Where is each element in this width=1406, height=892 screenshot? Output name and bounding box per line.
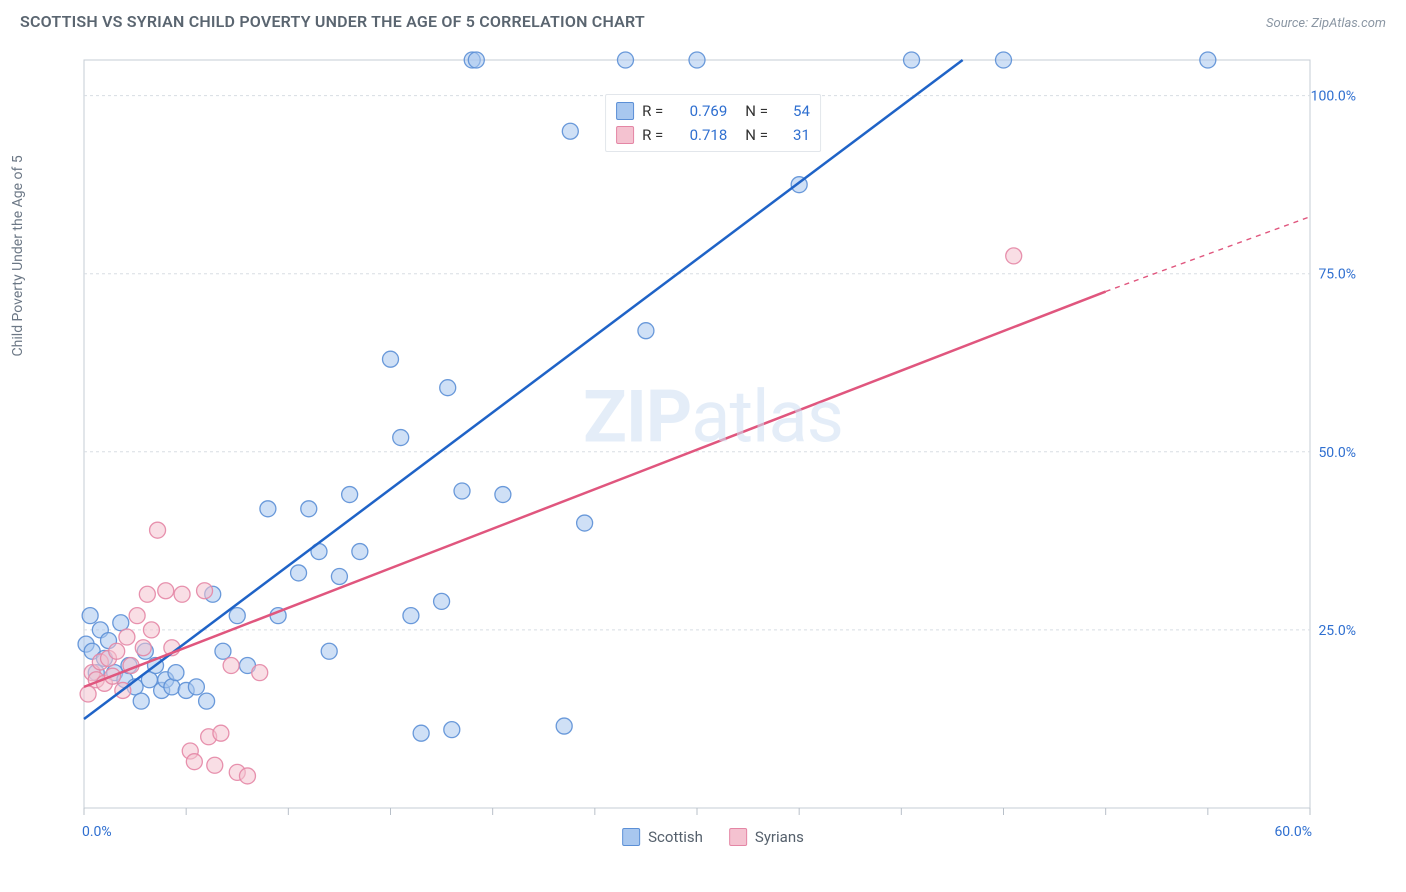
data-point [252,665,268,681]
data-point [689,52,705,68]
chart-header: SCOTTISH VS SYRIAN CHILD POVERTY UNDER T… [0,0,1406,37]
data-point [1006,248,1022,264]
legend-series: Scottish Syrians [622,828,804,846]
legend-swatch [622,828,640,846]
y-tick-label: 25.0% [1318,623,1356,639]
legend-r-value: 0.769 [671,99,727,123]
data-point [80,686,96,702]
data-point [495,487,511,503]
legend-swatch [616,126,634,144]
legend-series-item: Syrians [729,828,804,846]
data-point [403,608,419,624]
legend-series-label: Syrians [755,828,804,846]
data-point [1200,52,1216,68]
chart-title: SCOTTISH VS SYRIAN CHILD POVERTY UNDER T… [20,12,645,31]
scatter-plot-svg: 25.0% 50.0% 75.0% 100.0% 0.0% 60.0% [40,46,1386,852]
regression-line [84,292,1106,687]
data-point [291,565,307,581]
y-tick-label: 100.0% [1311,89,1356,105]
data-point [454,483,470,499]
data-point [239,768,255,784]
legend-swatch [616,102,634,120]
legend-row: R = 0.769 N = 54 [616,99,810,123]
y-tick-label: 75.0% [1318,267,1356,283]
y-axis-title: Child Poverty Under the Age of 5 [10,155,26,356]
data-point [331,568,347,584]
data-point [393,430,409,446]
chart-area: Child Poverty Under the Age of 5 25.0%50… [40,46,1386,852]
legend-swatch [729,828,747,846]
data-point [383,351,399,367]
data-point [119,629,135,645]
data-point [904,52,920,68]
data-point [342,487,358,503]
regression-line [84,60,963,719]
data-point [229,608,245,624]
data-point [260,501,276,517]
data-point [556,718,572,734]
data-point [135,640,151,656]
data-point [562,123,578,139]
data-point [301,501,317,517]
legend-series-label: Scottish [648,828,703,846]
data-point [996,52,1012,68]
legend-r-label: R = [642,123,663,147]
data-point [139,586,155,602]
data-point [321,643,337,659]
chart-source: Source: ZipAtlas.com [1266,16,1386,31]
data-point [213,725,229,741]
data-point [109,643,125,659]
data-point [617,52,633,68]
data-point [129,608,145,624]
data-point [223,658,239,674]
data-point [186,754,202,770]
x-tick-label: 60.0% [1274,824,1312,840]
data-point [413,725,429,741]
legend-series-item: Scottish [622,828,703,846]
legend-correlation: R = 0.769 N = 54 R = 0.718 N = 31 [605,94,821,152]
data-point [207,757,223,773]
data-point [352,544,368,560]
data-point [197,583,213,599]
legend-r-value: 0.718 [671,123,727,147]
data-point [150,522,166,538]
legend-n-label: N = [745,123,768,147]
data-point [82,608,98,624]
data-point [188,679,204,695]
data-point [638,323,654,339]
data-point [164,679,180,695]
data-point [199,693,215,709]
y-tick-label: 50.0% [1318,445,1356,461]
data-point [444,722,460,738]
regression-line-extrapolated [1106,217,1310,292]
data-point [468,52,484,68]
data-point [158,583,174,599]
legend-n-value: 54 [776,99,810,123]
data-point [577,515,593,531]
legend-n-label: N = [745,99,768,123]
legend-row: R = 0.718 N = 31 [616,123,810,147]
data-point [113,615,129,631]
data-point [174,586,190,602]
data-point [434,593,450,609]
x-tick-label: 0.0% [82,824,112,840]
data-point [215,643,231,659]
legend-n-value: 31 [776,123,810,147]
legend-r-label: R = [642,99,663,123]
data-point [133,693,149,709]
data-point [143,622,159,638]
data-point [440,380,456,396]
data-point [168,665,184,681]
